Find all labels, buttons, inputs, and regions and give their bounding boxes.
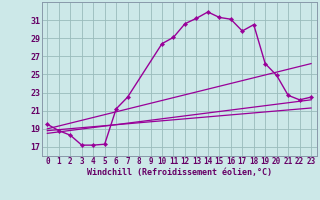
X-axis label: Windchill (Refroidissement éolien,°C): Windchill (Refroidissement éolien,°C) bbox=[87, 168, 272, 177]
